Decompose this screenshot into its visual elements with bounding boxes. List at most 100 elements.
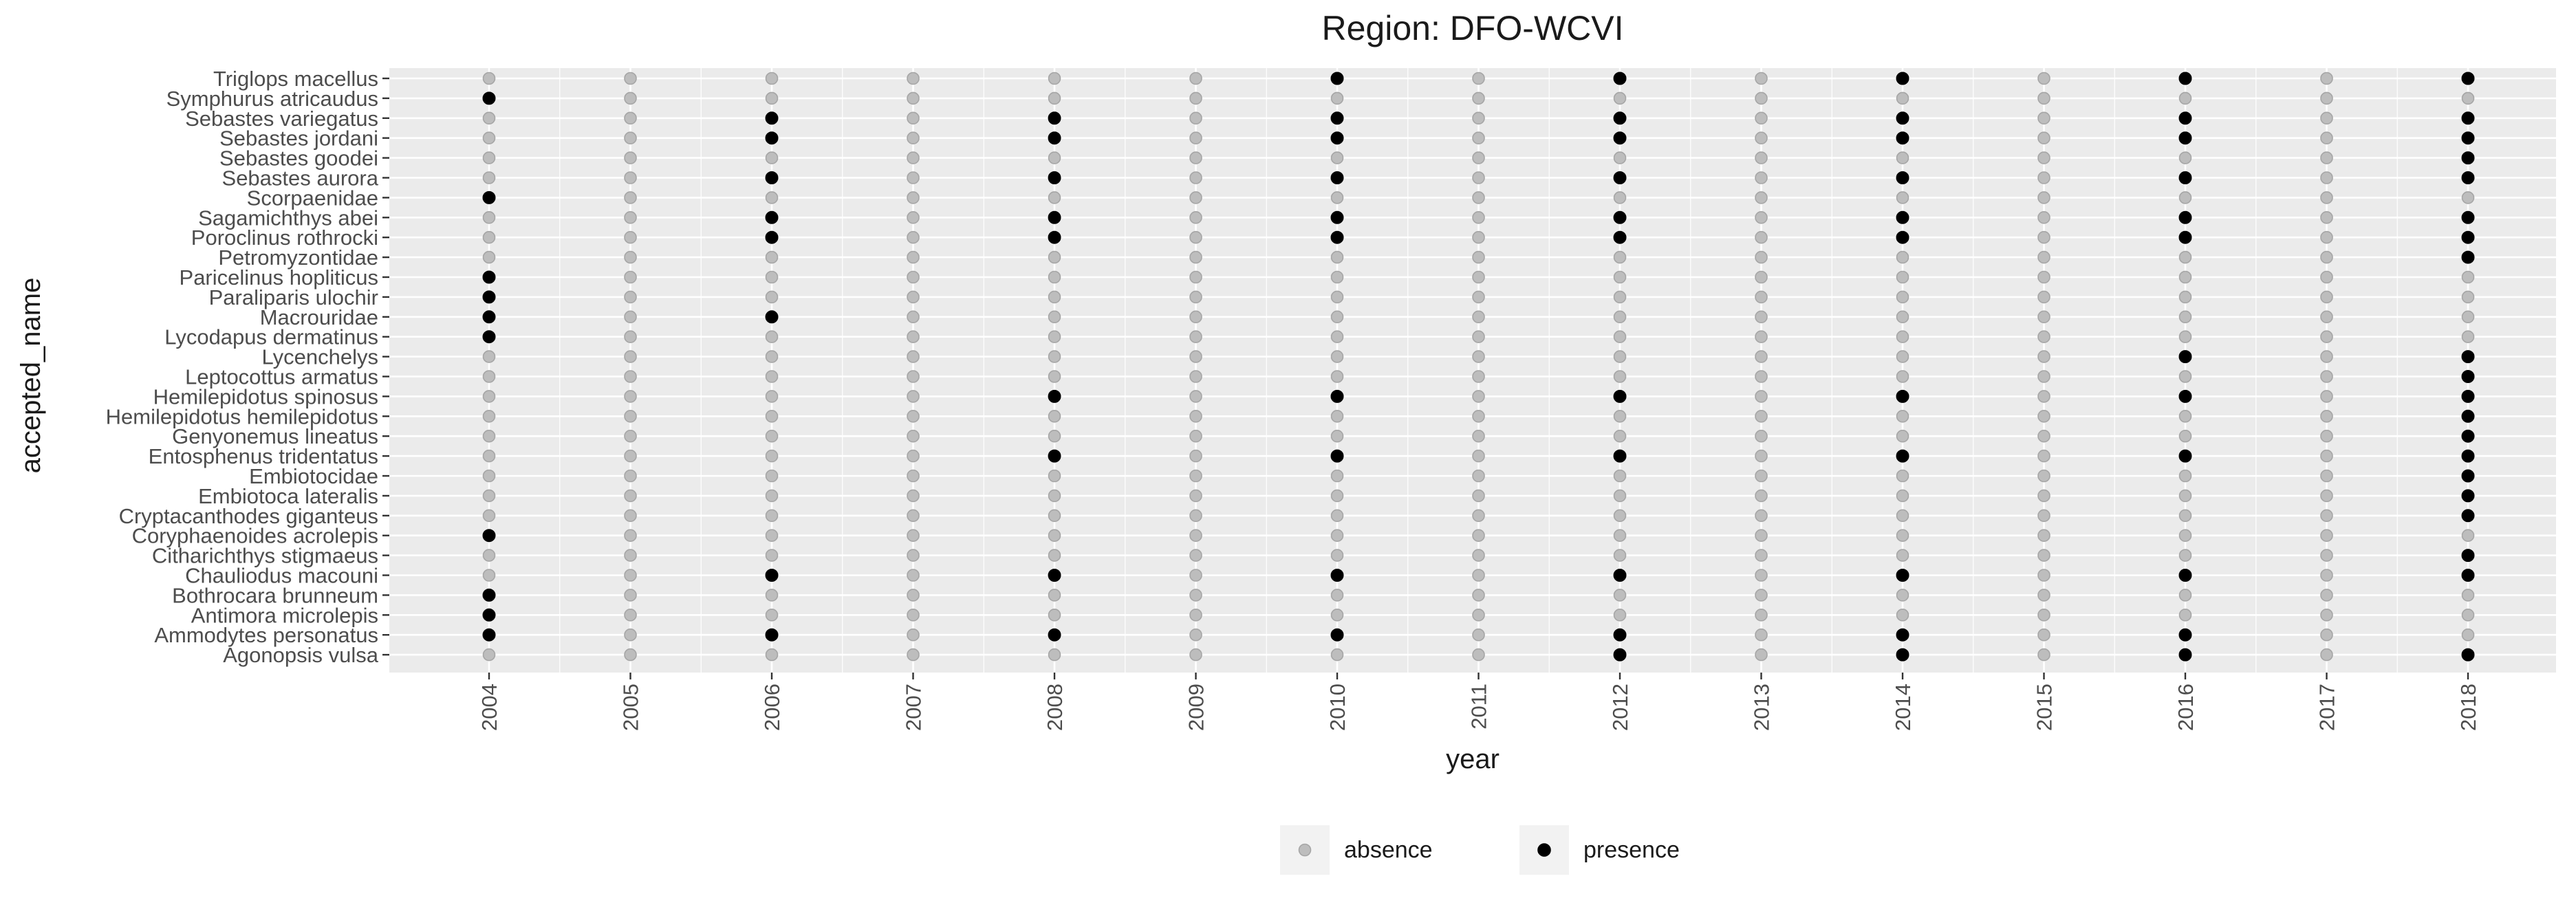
absence-point xyxy=(2037,72,2050,85)
absence-point xyxy=(2320,191,2333,204)
absence-point xyxy=(624,589,637,602)
absence-point xyxy=(1189,310,1202,324)
absence-point xyxy=(907,449,920,463)
presence-point xyxy=(1896,210,1909,224)
absence-point xyxy=(2178,250,2192,264)
presence-point xyxy=(2178,230,2192,244)
absence-point xyxy=(1472,350,1485,363)
presence-point xyxy=(1896,449,1909,463)
y-tick-label: Sebastes goodei xyxy=(219,146,378,171)
presence-point xyxy=(1048,230,1061,244)
absence-point xyxy=(2320,449,2333,463)
absence-point xyxy=(482,72,496,85)
presence-point xyxy=(765,628,779,642)
absence-point xyxy=(1896,589,1909,602)
presence-point xyxy=(2178,569,2192,582)
absence-point xyxy=(1330,648,1344,662)
absence-point xyxy=(2037,549,2050,562)
absence-point xyxy=(624,608,637,622)
absence-point xyxy=(1896,489,1909,503)
absence-point xyxy=(624,489,637,503)
absence-point xyxy=(1330,191,1344,204)
y-tick-label: Sebastes jordani xyxy=(219,127,378,151)
absence-point xyxy=(1189,210,1202,224)
y-tick-label: Embiotocidae xyxy=(249,464,378,488)
absence-point xyxy=(2037,290,2050,304)
absence-point xyxy=(1613,91,1627,105)
absence-point xyxy=(765,270,779,284)
presence-point xyxy=(2178,648,2192,662)
presence-point xyxy=(2178,131,2192,145)
absence-point xyxy=(1896,151,1909,164)
absence-point xyxy=(907,330,920,344)
absence-point xyxy=(1330,549,1344,562)
presence-point xyxy=(765,111,779,125)
absence-point xyxy=(2320,429,2333,443)
absence-point xyxy=(1189,409,1202,423)
x-tick-label: 2012 xyxy=(1608,684,1632,731)
y-tick-label: Macrouridae xyxy=(260,305,378,329)
x-tick-label: 2016 xyxy=(2174,684,2198,731)
absence-point xyxy=(2178,509,2192,523)
presence-point xyxy=(2178,350,2192,364)
absence-point xyxy=(2037,648,2050,662)
absence-point xyxy=(1755,250,1768,264)
absence-point xyxy=(1048,429,1061,443)
absence-point xyxy=(1330,290,1344,304)
absence-point xyxy=(1472,230,1485,244)
absence-point xyxy=(624,250,637,264)
y-tick-label: Agonopsis vulsa xyxy=(223,643,379,667)
absence-point xyxy=(1472,91,1485,105)
presence-point xyxy=(2461,171,2475,184)
legend: absence presence xyxy=(1280,825,1680,875)
absence-point xyxy=(624,270,637,284)
presence-point xyxy=(482,310,496,324)
absence-point xyxy=(1189,469,1202,483)
absence-point xyxy=(907,648,920,662)
absence-point xyxy=(907,111,920,125)
absence-point xyxy=(1755,409,1768,423)
absence-point xyxy=(1330,151,1344,164)
absence-point xyxy=(482,390,496,403)
presence-point xyxy=(1613,210,1627,224)
absence-point xyxy=(624,330,637,344)
absence-point xyxy=(765,608,779,622)
absence-point xyxy=(1472,210,1485,224)
absence-point xyxy=(1472,589,1485,602)
presence-point xyxy=(2461,409,2475,423)
absence-point xyxy=(1896,409,1909,423)
absence-point xyxy=(1472,171,1485,184)
y-axis-title: accepted_name xyxy=(16,278,46,474)
absence-point xyxy=(1048,589,1061,602)
absence-point xyxy=(907,210,920,224)
absence-point xyxy=(765,72,779,85)
presence-point xyxy=(765,569,779,582)
presence-point xyxy=(2461,648,2475,662)
absence-point xyxy=(1048,608,1061,622)
absence-point xyxy=(1048,151,1061,164)
absence-point xyxy=(1330,250,1344,264)
y-tick-label: Entosphenus tridentatus xyxy=(149,444,378,468)
absence-point xyxy=(1896,330,1909,344)
presence-point xyxy=(765,310,779,324)
presence-point xyxy=(1330,210,1344,224)
absence-point xyxy=(1613,409,1627,423)
absence-point xyxy=(1755,648,1768,662)
x-tick-label: 2010 xyxy=(1325,684,1350,731)
absence-point xyxy=(1896,91,1909,105)
presence-point xyxy=(2461,389,2475,403)
absence-point xyxy=(765,390,779,403)
absence-point xyxy=(2178,191,2192,204)
absence-point xyxy=(1613,191,1627,204)
absence-point xyxy=(1472,390,1485,403)
absence-point xyxy=(2037,330,2050,344)
presence-point xyxy=(482,608,496,622)
presence-point xyxy=(1048,131,1061,145)
x-tick-label: 2017 xyxy=(2315,684,2339,731)
absence-point xyxy=(765,409,779,423)
absence-point xyxy=(2037,589,2050,602)
absence-point xyxy=(624,409,637,423)
absence-point xyxy=(1189,449,1202,463)
absence-point xyxy=(1048,648,1061,662)
